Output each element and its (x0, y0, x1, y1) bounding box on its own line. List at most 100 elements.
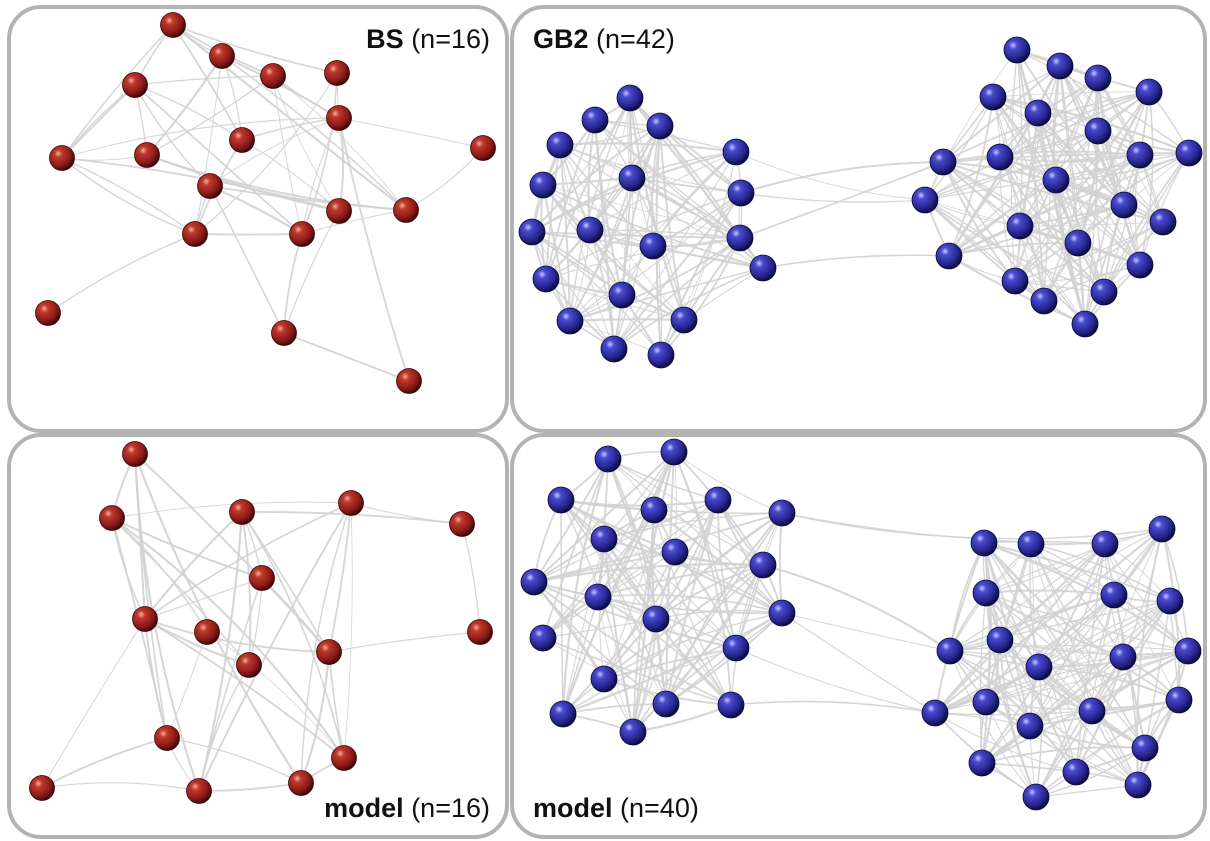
model-bs-node (317, 640, 342, 665)
network-edge (210, 118, 339, 186)
network-edge (344, 503, 352, 758)
network-edge (736, 152, 925, 200)
network-edge (763, 255, 949, 268)
bs-node (230, 128, 255, 153)
bs-node (183, 222, 208, 247)
gb2-node (980, 84, 1006, 110)
model-gb2-node (591, 526, 617, 552)
model-gb2-node (585, 584, 611, 610)
gb2-node (619, 165, 645, 191)
gb2-node (1150, 209, 1176, 235)
gb2-node (533, 266, 559, 292)
model-gb2-node (1092, 531, 1118, 557)
model-gb2-node (971, 530, 997, 556)
gb2-node (601, 336, 627, 362)
bs-node (135, 143, 160, 168)
model-bs-panel-name: model (324, 793, 404, 823)
network-edge (339, 118, 483, 148)
network-edge (351, 503, 462, 524)
gb2-node (1072, 311, 1098, 337)
network-edge (62, 85, 135, 158)
gb2-node (728, 180, 754, 206)
model-gb2-node (1079, 698, 1105, 724)
bs-node (50, 146, 75, 171)
network-edge (782, 613, 950, 651)
model-gb2-node (591, 666, 617, 692)
bs-node (325, 61, 350, 86)
model-gb2-node (769, 500, 795, 526)
model-gb2-node (1063, 759, 1089, 785)
gb2-panel-label: GB2 (n=42) (533, 26, 675, 53)
network-edge (167, 632, 207, 738)
model-bs-node (100, 506, 125, 531)
gb2-node (930, 149, 956, 175)
model-gb2-node (1017, 713, 1043, 739)
bs-node (471, 136, 496, 161)
network-edge (242, 512, 250, 665)
gb2-node (750, 255, 776, 281)
bs-node (198, 174, 223, 199)
network-edge (195, 234, 302, 235)
gb2-node (609, 282, 635, 308)
network-edge (284, 234, 302, 333)
model-bs-node (155, 726, 180, 751)
model-gb2-node (1157, 588, 1183, 614)
gb2-node (1085, 65, 1111, 91)
model-bs-node (187, 779, 212, 804)
gb2-node (582, 107, 608, 133)
gb2-node (648, 342, 674, 368)
model-gb2-node (1101, 582, 1127, 608)
model-gb2-node (643, 606, 669, 632)
bs-node (397, 369, 422, 394)
network-edge (462, 524, 480, 632)
model-gb2-node (1175, 638, 1201, 664)
gb2-node (647, 113, 673, 139)
model-gb2-panel-name: model (533, 793, 613, 823)
model-bs-node (30, 776, 55, 801)
gb2-node (1111, 192, 1137, 218)
model-gb2-panel-count: (n=40) (620, 793, 699, 823)
network-edge (199, 783, 301, 791)
model-gb2-panel-label: model (n=40) (533, 795, 699, 822)
model-gb2-node (973, 689, 999, 715)
gb2-node (987, 144, 1013, 170)
model-gb2-node (620, 719, 646, 745)
model-gb2-node (1018, 531, 1044, 557)
model-bs-panel-label: model (n=16) (324, 795, 490, 822)
model-gb2-node (705, 487, 731, 513)
bs-node (394, 198, 419, 223)
network-edge (406, 148, 483, 210)
model-gb2-node (937, 638, 963, 664)
model-gb2-node (1110, 644, 1136, 670)
model-gb2-node (987, 627, 1013, 653)
gb2-node (1047, 53, 1073, 79)
gb2-node (1127, 142, 1153, 168)
model-gb2-node (1023, 784, 1049, 810)
gb2-node (1007, 213, 1033, 239)
model-gb2-node (1132, 735, 1158, 761)
gb2-node (1136, 79, 1162, 105)
model-bs-node (450, 512, 475, 537)
gb2-node (1025, 100, 1051, 126)
gb2-panel-count: (n=42) (596, 24, 675, 54)
model-gb2-node (641, 497, 667, 523)
network-edge (284, 333, 409, 381)
gb2-node (1002, 268, 1028, 294)
bs-node (161, 13, 186, 38)
model-gb2-node (922, 700, 948, 726)
network-edge (1036, 785, 1138, 797)
network-edge (731, 702, 935, 713)
bs-node (327, 199, 352, 224)
gb2-node (1065, 230, 1091, 256)
bs-node (36, 301, 61, 326)
model-gb2-node (548, 487, 574, 513)
model-gb2-node (1125, 772, 1151, 798)
network-edge (42, 783, 199, 791)
gb2-node (577, 217, 603, 243)
gb2-node (671, 307, 697, 333)
gb2-node (727, 225, 753, 251)
gb2-node (519, 219, 545, 245)
model-bs-node (237, 653, 262, 678)
gb2-node (1176, 140, 1202, 166)
